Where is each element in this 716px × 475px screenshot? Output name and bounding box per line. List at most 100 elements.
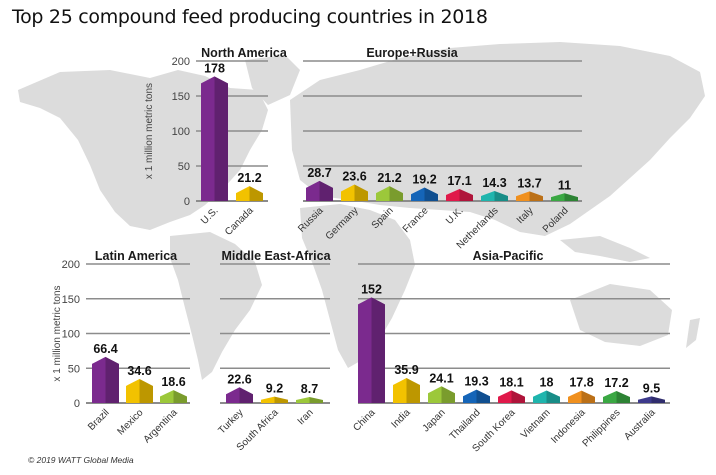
category-label: Vietnam	[519, 407, 553, 441]
value-label: 9.5	[643, 381, 660, 395]
bar-face-left	[533, 390, 547, 403]
value-label: 34.6	[127, 364, 151, 378]
bar-argentina	[160, 390, 187, 403]
bar-south-korea	[498, 390, 525, 403]
category-label: Philippines	[581, 407, 623, 449]
eurasia-landmass	[290, 42, 705, 236]
category-label: Japan	[421, 407, 448, 434]
value-label: 17.2	[604, 376, 628, 390]
value-label: 11	[558, 178, 571, 192]
bar-spain	[376, 186, 403, 201]
bar-face-right	[529, 191, 543, 201]
bar-face-left	[603, 391, 617, 403]
bar-face-left	[428, 386, 442, 403]
category-label: Poland	[541, 205, 571, 235]
bar-thailand	[463, 389, 490, 403]
bar-face-right	[511, 390, 525, 403]
bar-philippines	[603, 391, 630, 403]
bar-australia	[638, 396, 665, 403]
value-label: 21.2	[237, 171, 261, 185]
category-label: Canada	[223, 205, 256, 238]
bar-face-left	[341, 184, 355, 201]
panel-asia-pacific: Asia-Pacific 152 China 35.9 India 24.1 Japan 19…	[351, 249, 670, 454]
y-tick-label: 150	[62, 294, 80, 306]
bar-face-right	[424, 187, 438, 201]
bar-face-right	[494, 190, 508, 201]
y-axis-label: x 1 million metric tons	[144, 83, 155, 179]
value-label: 18.1	[499, 375, 523, 389]
bar-face-left	[306, 180, 320, 201]
category-label: Brazil	[86, 407, 111, 432]
bar-face-left	[446, 189, 460, 201]
value-label: 8.7	[301, 382, 318, 396]
value-label: 19.2	[412, 173, 436, 187]
value-label: 23.6	[342, 169, 366, 183]
south-america-landmass	[170, 232, 262, 380]
bar-u-s-	[201, 76, 228, 201]
category-label: Russia	[296, 205, 326, 235]
bar-brazil	[92, 356, 119, 403]
page-title: Top 25 compound feed producing countries…	[12, 6, 488, 28]
bar-face-left	[411, 187, 425, 201]
bar-face-right	[564, 193, 578, 201]
value-label: 9.2	[266, 382, 283, 396]
value-label: 17.1	[447, 174, 471, 188]
category-label: China	[351, 407, 378, 434]
bar-face-right	[371, 297, 385, 403]
category-label: Turkey	[216, 407, 245, 436]
panel-title: Middle East-Africa	[221, 249, 331, 263]
bar-japan	[428, 386, 455, 403]
value-label: 22.6	[227, 372, 251, 386]
bar-iran	[296, 396, 323, 403]
bar-face-right	[441, 386, 455, 403]
y-tick-label: 200	[172, 56, 190, 68]
category-label: Argentina	[142, 407, 180, 445]
bar-face-right	[105, 356, 119, 403]
bar-face-left	[638, 396, 652, 403]
bar-india	[393, 378, 420, 403]
bar-face-right	[354, 184, 368, 201]
bar-face-left	[358, 297, 372, 403]
bar-germany	[341, 184, 368, 201]
bar-poland	[551, 193, 578, 201]
category-label: Italy	[515, 205, 536, 226]
bar-face-right	[139, 378, 153, 403]
y-tick-label: 0	[184, 196, 190, 208]
bar-face-left	[393, 378, 407, 403]
bar-turkey	[226, 387, 253, 403]
y-tick-label: 200	[62, 259, 80, 271]
category-label: France	[401, 205, 431, 235]
bar-face-right	[173, 390, 187, 403]
new-zealand-landmass	[686, 318, 700, 348]
value-label: 24.1	[429, 371, 453, 385]
bar-face-right	[319, 180, 333, 201]
panel-north-america: North America 0 50 100 150 200 x 1 million met…	[144, 46, 288, 238]
bar-face-left	[498, 390, 512, 403]
bar-face-left	[568, 390, 582, 403]
bar-south-africa	[261, 396, 288, 403]
category-label: U.S.	[199, 205, 221, 227]
bar-netherlands	[481, 190, 508, 201]
copyright-credit: © 2019 WATT Global Media	[28, 455, 134, 465]
value-label: 14.3	[482, 176, 506, 190]
panel-title: North America	[201, 46, 288, 60]
bar-canada	[236, 186, 263, 201]
southeast-asia-islands	[560, 236, 650, 262]
bar-face-left	[551, 193, 565, 201]
bar-face-right	[309, 396, 323, 403]
value-label: 17.8	[569, 376, 593, 390]
panel-title: Europe+Russia	[366, 46, 458, 60]
y-tick-label: 100	[62, 329, 80, 341]
bar-face-left	[261, 396, 275, 403]
africa-landmass	[300, 204, 415, 368]
y-axis-label: x 1 million metric tons	[52, 285, 63, 381]
bar-face-right	[581, 390, 595, 403]
bar-russia	[306, 180, 333, 201]
value-label: 18	[540, 375, 554, 389]
y-tick-label: 150	[172, 91, 190, 103]
category-label: U.K.	[444, 205, 466, 227]
bar-face-right	[274, 396, 288, 403]
bar-face-right	[616, 391, 630, 403]
